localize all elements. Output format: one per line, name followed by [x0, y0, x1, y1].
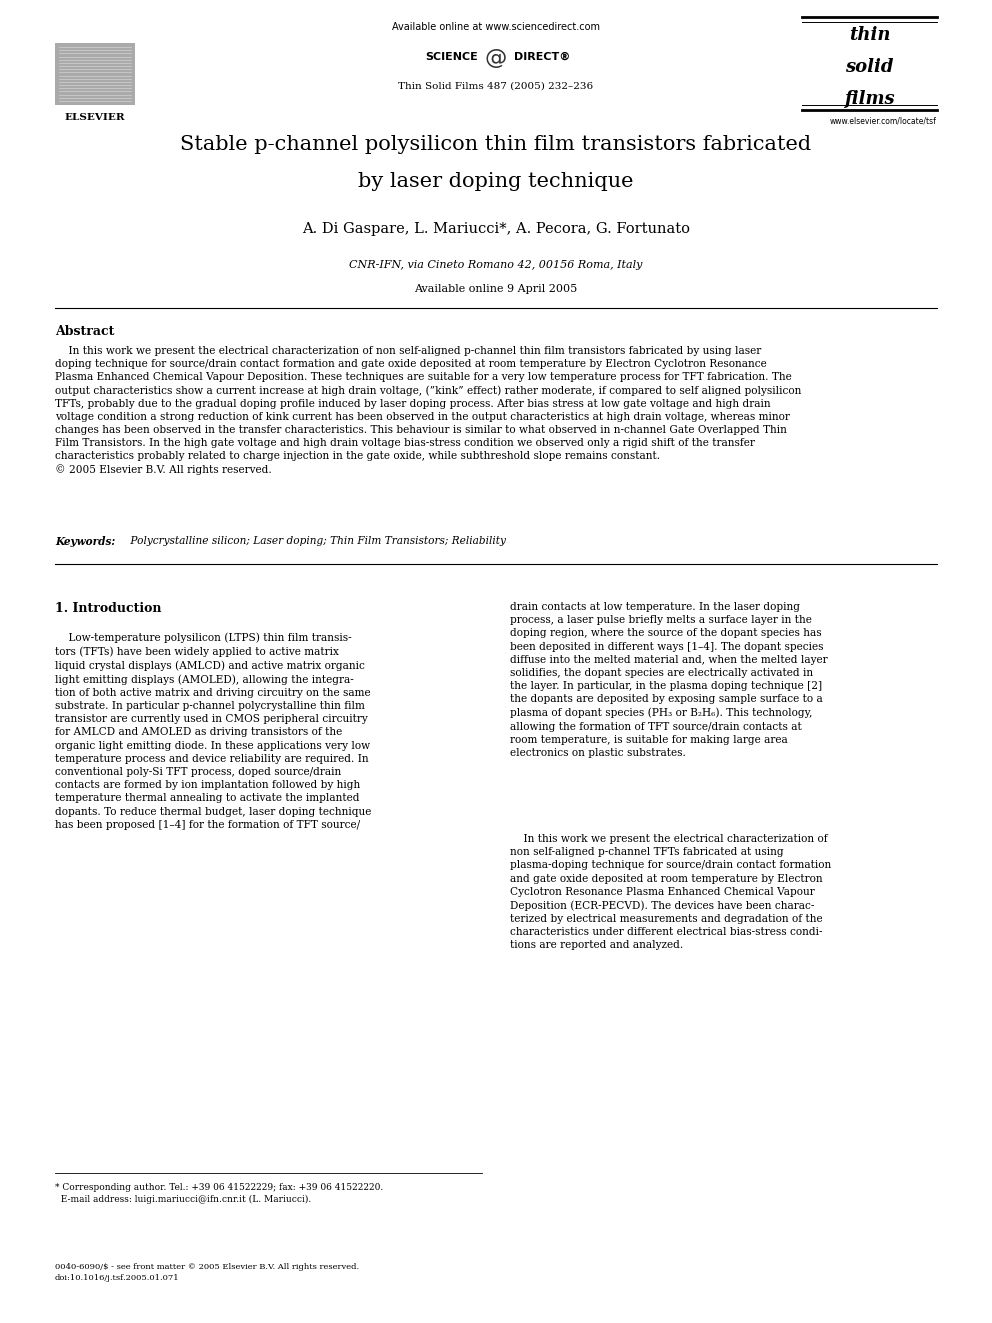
- Text: @: @: [485, 48, 507, 67]
- Text: www.elsevier.com/locate/tsf: www.elsevier.com/locate/tsf: [830, 116, 937, 124]
- Text: SCIENCE: SCIENCE: [426, 52, 478, 62]
- Text: Stable p-channel polysilicon thin film transistors fabricated: Stable p-channel polysilicon thin film t…: [181, 135, 811, 153]
- Text: Available online at www.sciencedirect.com: Available online at www.sciencedirect.co…: [392, 22, 600, 32]
- Text: CNR-IFN, via Cineto Romano 42, 00156 Roma, Italy: CNR-IFN, via Cineto Romano 42, 00156 Rom…: [349, 261, 643, 270]
- Text: solid: solid: [845, 58, 894, 75]
- Text: Polycrystalline silicon; Laser doping; Thin Film Transistors; Reliability: Polycrystalline silicon; Laser doping; T…: [127, 536, 506, 546]
- Text: In this work we present the electrical characterization of non self-aligned p-ch: In this work we present the electrical c…: [55, 347, 802, 475]
- Text: thin: thin: [849, 26, 890, 44]
- Text: Available online 9 April 2005: Available online 9 April 2005: [415, 284, 577, 294]
- Text: Abstract: Abstract: [55, 325, 114, 337]
- Text: DIRECT®: DIRECT®: [514, 52, 570, 62]
- Text: ELSEVIER: ELSEVIER: [64, 112, 125, 122]
- Text: Thin Solid Films 487 (2005) 232–236: Thin Solid Films 487 (2005) 232–236: [399, 82, 593, 91]
- Text: In this work we present the electrical characterization of
non self-aligned p-ch: In this work we present the electrical c…: [510, 833, 831, 950]
- Text: 0040-6090/$ - see front matter © 2005 Elsevier B.V. All rights reserved.
doi:10.: 0040-6090/$ - see front matter © 2005 El…: [55, 1263, 359, 1282]
- Text: Keywords:: Keywords:: [55, 536, 115, 546]
- Text: by laser doping technique: by laser doping technique: [358, 172, 634, 191]
- Bar: [55, 44, 135, 105]
- Text: Low-temperature polysilicon (LTPS) thin film transis-
tors (TFTs) have been wide: Low-temperature polysilicon (LTPS) thin …: [55, 632, 371, 830]
- Text: A. Di Gaspare, L. Mariucci*, A. Pecora, G. Fortunato: A. Di Gaspare, L. Mariucci*, A. Pecora, …: [302, 222, 690, 235]
- Text: drain contacts at low temperature. In the laser doping
process, a laser pulse br: drain contacts at low temperature. In th…: [510, 602, 827, 758]
- Text: * Corresponding author. Tel.: +39 06 41522229; fax: +39 06 41522220.
  E-mail ad: * Corresponding author. Tel.: +39 06 415…: [55, 1183, 383, 1204]
- Text: 1. Introduction: 1. Introduction: [55, 602, 162, 615]
- Text: films: films: [844, 90, 895, 108]
